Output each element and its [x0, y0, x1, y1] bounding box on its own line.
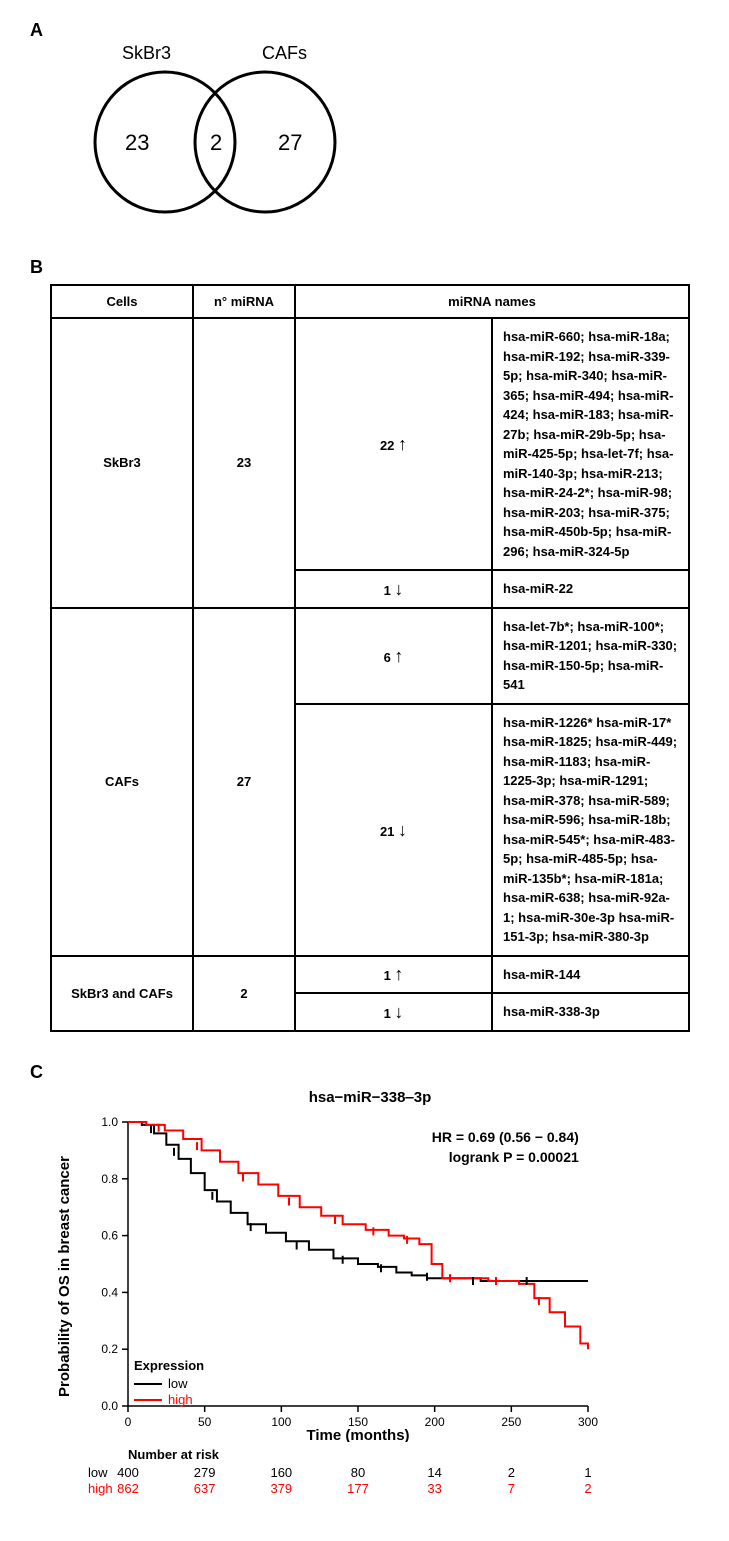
- cell-nmirna: 23: [193, 318, 295, 608]
- risk-row-label: low: [88, 1465, 108, 1480]
- risk-value: 14: [415, 1465, 455, 1480]
- cell-cells: SkBr3 and CAFs: [51, 956, 193, 1031]
- ylabel-container: Probability of OS in breast cancer: [50, 1112, 78, 1442]
- cell-mirna-names: hsa-miR-144: [492, 956, 689, 994]
- cell-nmirna: 27: [193, 608, 295, 956]
- mirna-tbody: SkBr32322 ↑hsa-miR-660; hsa-miR-18a; hsa…: [51, 318, 689, 1031]
- svg-text:1.0: 1.0: [101, 1115, 118, 1129]
- risk-header: Number at risk: [128, 1447, 219, 1462]
- venn-set2-only: 27: [278, 130, 302, 156]
- svg-text:Expression: Expression: [134, 1358, 204, 1373]
- risk-value: 1: [568, 1465, 608, 1480]
- th-nmi: n° miRNA: [193, 285, 295, 318]
- arrow-down-icon: ↓: [398, 820, 407, 840]
- svg-text:0: 0: [125, 1415, 132, 1429]
- risk-value: 862: [108, 1481, 148, 1496]
- km-risk-table: Number at risklow400279160801421high8626…: [50, 1447, 690, 1511]
- svg-text:100: 100: [271, 1415, 291, 1429]
- svg-text:200: 200: [425, 1415, 445, 1429]
- cell-cells: SkBr3: [51, 318, 193, 608]
- arrow-up-icon: ↑: [394, 964, 403, 984]
- arrow-up-icon: ↑: [398, 434, 407, 454]
- km-chart-area: hsa−miR−338‒3p Probability of OS in brea…: [50, 1089, 690, 1511]
- table-row: SkBr32322 ↑hsa-miR-660; hsa-miR-18a; hsa…: [51, 318, 689, 570]
- risk-value: 379: [261, 1481, 301, 1496]
- km-plot-svg: 0.00.20.40.60.81.0050100150200250300Time…: [78, 1112, 598, 1442]
- risk-value: 7: [491, 1481, 531, 1496]
- venn-intersection: 2: [210, 130, 222, 156]
- arrow-up-icon: ↑: [394, 646, 403, 666]
- risk-value: 177: [338, 1481, 378, 1496]
- cell-nmirna: 2: [193, 956, 295, 1031]
- svg-text:high: high: [168, 1392, 193, 1407]
- th-cells: Cells: [51, 285, 193, 318]
- risk-value: 279: [185, 1465, 225, 1480]
- cell-mirna-names: hsa-miR-1226* hsa-miR-17* hsa-miR-1825; …: [492, 704, 689, 956]
- svg-text:0.2: 0.2: [101, 1342, 118, 1356]
- arrow-down-icon: ↓: [394, 579, 403, 599]
- risk-value: 2: [491, 1465, 531, 1480]
- cell-mirna-names: hsa-miR-22: [492, 570, 689, 608]
- km-title: hsa−miR−338‒3p: [50, 1089, 690, 1106]
- mirna-table: Cells n° miRNA miRNA names SkBr32322 ↑hs…: [50, 284, 690, 1032]
- cell-direction: 1 ↑: [295, 956, 492, 994]
- cell-mirna-names: hsa-miR-338-3p: [492, 993, 689, 1031]
- risk-value: 33: [415, 1481, 455, 1496]
- th-names: miRNA names: [295, 285, 689, 318]
- cell-mirna-names: hsa-let-7b*; hsa-miR-100*; hsa-miR-1201;…: [492, 608, 689, 704]
- cell-direction: 1 ↓: [295, 570, 492, 608]
- cell-direction: 6 ↑: [295, 608, 492, 704]
- svg-text:0.4: 0.4: [101, 1285, 118, 1299]
- svg-text:300: 300: [578, 1415, 598, 1429]
- cell-direction: 21 ↓: [295, 704, 492, 956]
- svg-text:50: 50: [198, 1415, 212, 1429]
- cell-direction: 22 ↑: [295, 318, 492, 570]
- risk-value: 160: [261, 1465, 301, 1480]
- table-row: CAFs276 ↑hsa-let-7b*; hsa-miR-100*; hsa-…: [51, 608, 689, 704]
- svg-text:low: low: [168, 1376, 188, 1391]
- venn-diagram: SkBr3 CAFs 23 2 27: [70, 47, 430, 227]
- venn-set1-only: 23: [125, 130, 149, 156]
- risk-value: 2: [568, 1481, 608, 1496]
- risk-value: 80: [338, 1465, 378, 1480]
- km-ylabel: Probability of OS in breast cancer: [56, 1156, 73, 1397]
- risk-value: 637: [185, 1481, 225, 1496]
- table-row: SkBr3 and CAFs21 ↑hsa-miR-144: [51, 956, 689, 994]
- svg-text:logrank P = 0.00021: logrank P = 0.00021: [449, 1148, 579, 1164]
- svg-text:HR = 0.69 (0.56 − 0.84): HR = 0.69 (0.56 − 0.84): [432, 1128, 579, 1144]
- svg-text:0.6: 0.6: [101, 1228, 118, 1242]
- risk-value: 400: [108, 1465, 148, 1480]
- table-header-row: Cells n° miRNA miRNA names: [51, 285, 689, 318]
- svg-text:0.0: 0.0: [101, 1399, 118, 1413]
- svg-text:250: 250: [501, 1415, 521, 1429]
- venn-set1-label: SkBr3: [122, 43, 171, 64]
- panel-c-label: C: [30, 1062, 699, 1083]
- cell-direction: 1 ↓: [295, 993, 492, 1031]
- cell-cells: CAFs: [51, 608, 193, 956]
- arrow-down-icon: ↓: [394, 1002, 403, 1022]
- svg-text:Time (months): Time (months): [306, 1427, 409, 1442]
- svg-text:0.8: 0.8: [101, 1171, 118, 1185]
- cell-mirna-names: hsa-miR-660; hsa-miR-18a; hsa-miR-192; h…: [492, 318, 689, 570]
- venn-set2-label: CAFs: [262, 43, 307, 64]
- panel-a-label: A: [30, 20, 699, 41]
- panel-b-label: B: [30, 257, 699, 278]
